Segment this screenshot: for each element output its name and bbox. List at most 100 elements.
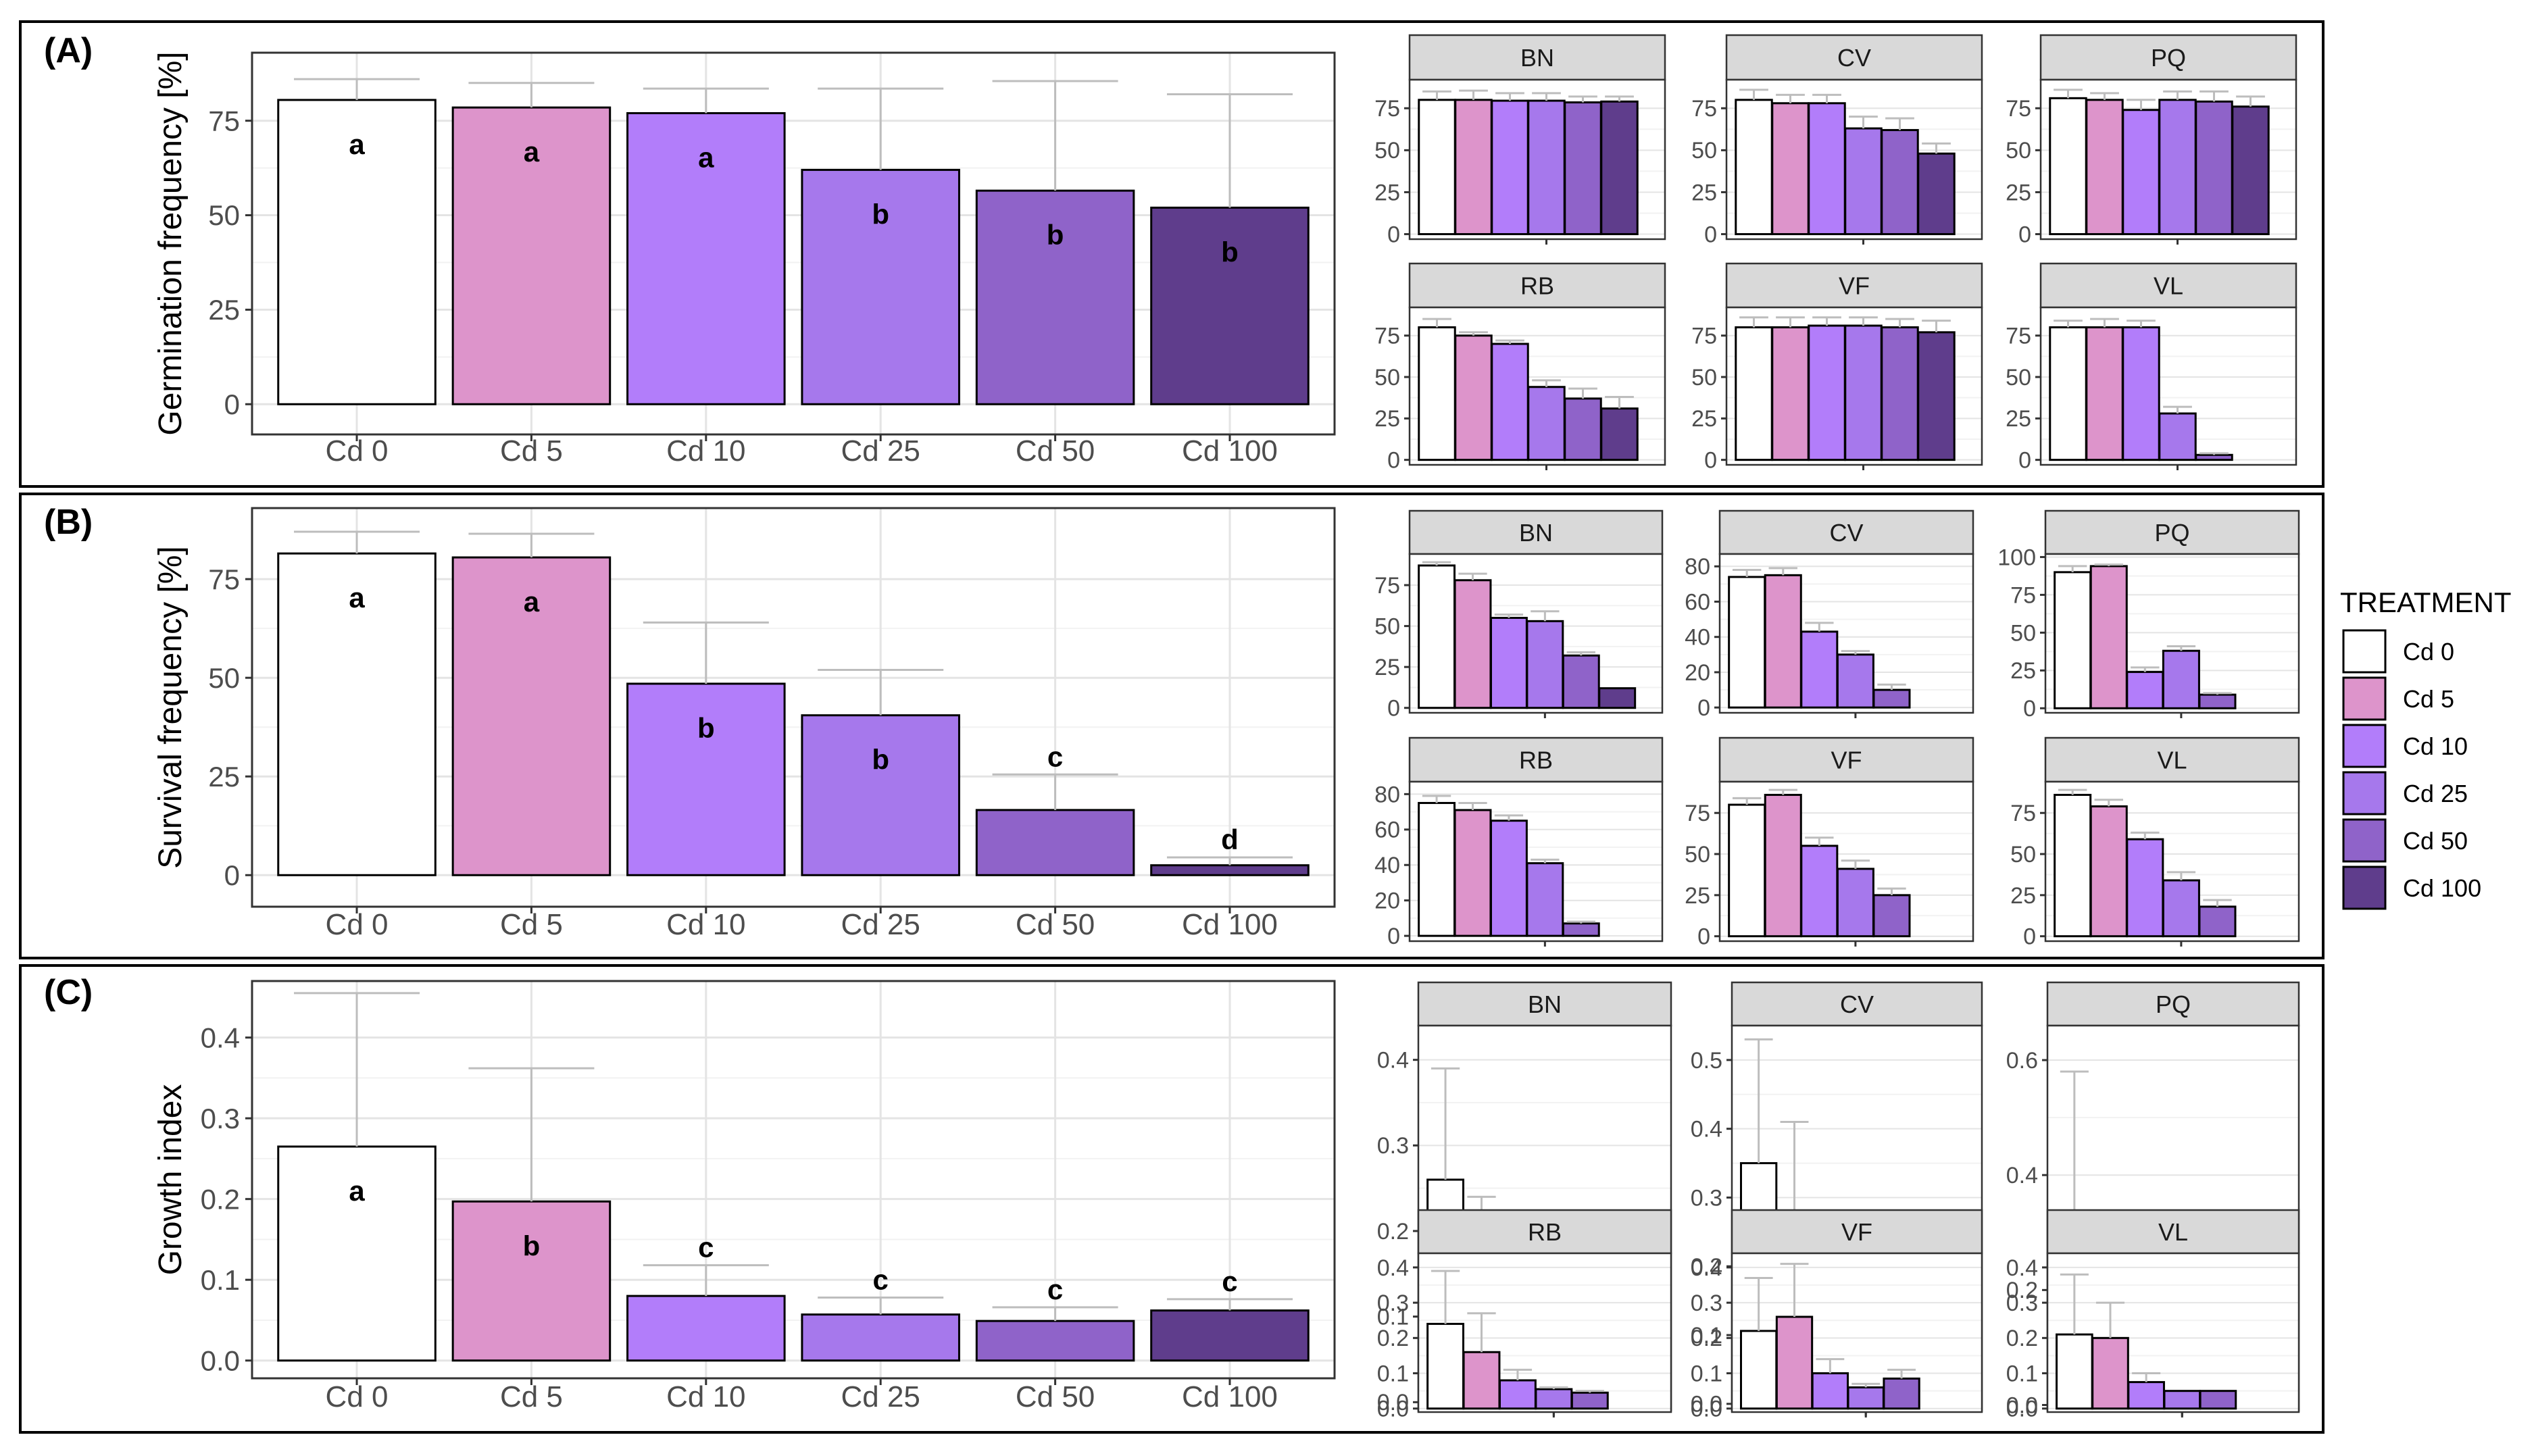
facet-vf-error-bar-cd-50 [1887,1368,1916,1379]
main-bar-cd-5 [451,106,612,405]
legend-swatch [2342,865,2387,910]
facet-vl-error-bar-cd-5 [2094,799,2123,807]
facet-cv-bar-cd-0 [1728,576,1766,709]
main-significance-letter: a [349,1175,365,1207]
facet-strip [1731,1209,1983,1255]
main-x-tick-label: Cd 10 [666,434,745,468]
facet-vf-y-tick-label: 75 [1691,324,1717,349]
facet-vl-y-tick-label: 0.3 [2006,1290,2038,1316]
facet-bn-bar-cd-0 [1418,564,1456,709]
main-error-bar-cd-10 [643,1264,769,1297]
facet-strip-label: BN [1528,990,1562,1018]
legend: TREATMENT Cd 0 Cd 5 Cd 10 Cd 25 Cd 50 Cd 100 [2340,586,2512,910]
facet-rb-error-bar-cd-5 [1458,801,1487,810]
facet-cv-error-bar-cd-50 [1877,683,1906,691]
facet-pq-y-tick-label: 100 [1997,545,2036,570]
main-x-tick-label: Cd 0 [326,434,389,468]
facet-cv-y-tick-label: 40 [1685,625,1710,651]
facet-strip-label: PQ [2156,990,2191,1018]
facet-cv-error-bar-cd-50 [1885,117,1914,130]
facet-bn-error-bar-cd-0 [1431,1067,1460,1180]
facet-vl-bar-cd-25 [2162,879,2200,938]
facet-cv-y-tick-label: 60 [1685,589,1710,615]
facet-pq-y-tick-label: 0.4 [2006,1163,2038,1188]
legend-item-cd-10: Cd 10 [2342,724,2468,768]
panel-c: (C)ab cc c c0.00.10.20.30.4Cd 0 Cd 5 Cd 10 Cd … [19,964,2324,1434]
facet-vl-bar-cd-0 [2056,1333,2093,1410]
facet-strip [1725,262,1983,309]
main-bar-cd-0 [277,99,437,405]
facet-strip [2039,34,2297,81]
main-bar-cd-0 [277,552,437,876]
facet-vl-y-tick-label: 0.1 [2006,1361,2038,1386]
facet-pq-bar-cd-50 [2198,693,2237,709]
facet-cv-bar-cd-50 [1872,688,1911,709]
facet-strip-label: RB [1528,1218,1562,1246]
facet-cv-bar-cd-100 [1917,152,1956,236]
facet-pq-error-bar-cd-25 [2163,90,2192,100]
main-y-tick-label: 0.1 [201,1264,240,1296]
facet-bn-plot-border [1408,78,1666,241]
panel-tag: (A) [44,31,93,70]
facet-cv-y-tick-label: 80 [1685,554,1710,580]
facet-cv: CV 0 20 40 60 80 [1685,509,1974,721]
facet-strip-label: CV [1837,44,1871,72]
facet-pq-y-tick-label: 0.0 [2006,1392,2038,1418]
facet-pq: PQ 0 25 50 75 [2006,34,2297,247]
main-significance-letter: a [524,586,540,618]
facet-vf-bar-cd-5 [1775,1315,1814,1410]
facet-pq-bar-cd-25 [2158,99,2197,236]
main-bar-cd-100 [1150,864,1310,876]
facet-pq-y-tick-label: 25 [2006,180,2031,205]
main-bar-cd-100 [1150,1309,1310,1362]
main-significance-letter: b [523,1230,541,1261]
facet-vl: VL0.00.10.20.30.4 [2006,1209,2300,1422]
main-chart: a b c c c c 0.0 0.1 0.2 0.3 0.4 Cd 0 Cd 5 Cd 10 Cd 25 C… [153,980,1336,1413]
facet-rb-error-bar-cd-50 [1575,1390,1604,1393]
facet-rb-y-tick-label: 75 [1374,324,1400,349]
facet-vl-error-bar-cd-5 [2095,1301,2125,1338]
facet-vl-y-tick-label: 25 [2010,883,2036,909]
facet-vl-bar-cd-50 [2199,1390,2237,1410]
facet-vl-bar-cd-25 [2163,1390,2202,1410]
main-y-axis-title: Germination frequency [%] [153,51,189,435]
facet-vl-y-tick-label: 75 [2006,324,2031,349]
facet-vl-error-bar-cd-10 [2127,320,2156,328]
main-plot-border [251,51,1336,436]
facet-rb-bar-cd-10 [1498,1379,1537,1410]
legend-swatch [2342,818,2387,863]
facet-rb-y-tick-label: 0.1 [1377,1361,1409,1386]
facet-vf-y-tick-label: 0.0 [1691,1397,1722,1422]
facet-strip [1417,1209,1672,1255]
facet-cv-bar-cd-25 [1836,653,1874,709]
facet-pq-bar-cd-10 [2126,671,2164,709]
facet-rb-bar-cd-25 [1526,862,1564,937]
main-y-tick-label: 50 [208,199,240,231]
facet-bn-y-tick-label: 0.4 [1377,1048,1409,1074]
main-error-bar-cd-25 [818,87,944,170]
facet-cv-y-tick-label: 0.3 [1691,1185,1722,1211]
facet-bn-error-bar-cd-10 [1495,92,1524,101]
facet-strip-label: CV [1829,519,1863,547]
facet-vf-y-tick-label: 0.2 [1691,1326,1722,1351]
facet-vl-error-bar-cd-10 [2132,1372,2161,1382]
facet-vf-bar-cd-50 [1881,326,1919,461]
facet-bn-y-tick-label: 0.1 [1377,1305,1409,1330]
facet-vl-y-tick-label: 0 [2018,448,2031,474]
facet-bn-error-bar-cd-0 [1422,90,1451,100]
facet-rb-bar-cd-5 [1462,1351,1501,1410]
facet-strip [1408,34,1666,81]
facet-bn-bar-cd-0 [1418,99,1456,236]
facet-vf-error-bar-cd-25 [1841,859,1870,869]
main-y-tick-label: 75 [208,105,240,136]
main-bar-cd-25 [801,1313,960,1362]
facet-cv-plot-border [1725,78,1983,241]
main-x-tick-label: Cd 50 [1016,1380,1095,1413]
main-y-tick-label: 0.3 [201,1103,240,1134]
facet-cv-y-tick-label: 0.4 [1691,1117,1722,1143]
main-y-tick-label: 0.0 [201,1345,240,1376]
main-x-tick-label: Cd 0 [326,908,389,941]
main-error-bar-cd-100 [1166,1298,1293,1311]
facet-vl-y-tick-label: 50 [2006,365,2031,391]
